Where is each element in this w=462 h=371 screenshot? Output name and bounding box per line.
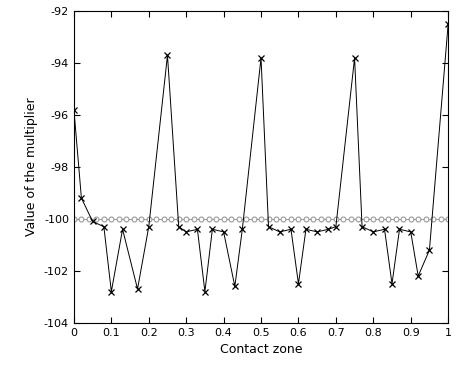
X-axis label: Contact zone: Contact zone (220, 343, 302, 356)
Y-axis label: Value of the multiplier: Value of the multiplier (25, 98, 38, 236)
